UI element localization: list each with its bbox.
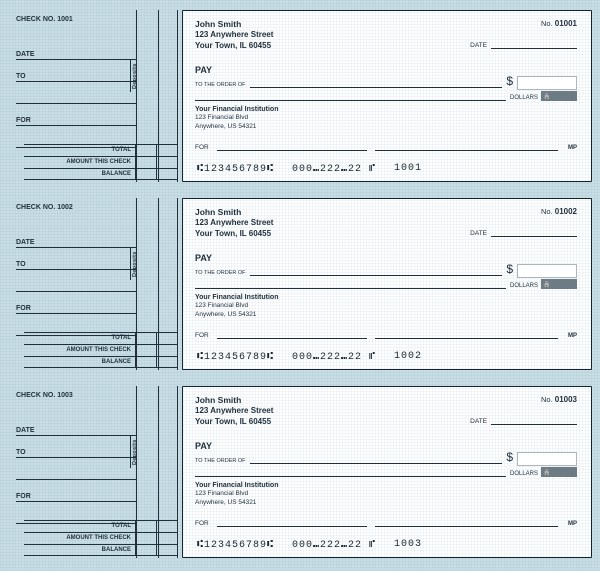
stub-to-line[interactable]: TO (16, 252, 136, 270)
dollar-sign: $ (502, 262, 517, 276)
stub-to-line[interactable]: TO (16, 64, 136, 82)
stub-to-line-2[interactable] (16, 274, 136, 292)
stub-totals: TOTAL AMOUNT THIS CHECK BALANCE (24, 520, 178, 556)
check-stub: CHECK NO. 1002 Deposits DATE TO FOR TOTA… (6, 198, 182, 370)
check-row: CHECK NO. 1001 Deposits DATE TO FOR TOTA… (6, 10, 592, 182)
dollars-label: DOLLARS (506, 283, 541, 289)
mp-label: MP (568, 521, 577, 527)
stub-date-line[interactable]: DATE (16, 418, 136, 436)
check-stub: CHECK NO. 1001 Deposits DATE TO FOR TOTA… (6, 10, 182, 182)
amount-words-field[interactable] (195, 92, 506, 101)
check-number: No. 01001 (541, 19, 577, 28)
dollar-sign: $ (502, 74, 517, 88)
check-body: John Smith 123 Anywhere Street Your Town… (182, 386, 592, 558)
micr-line: ⑆123456789⑆ 000⑉222⑉22 ⑈ 1002 (197, 351, 577, 363)
amount-box[interactable] (517, 76, 577, 90)
amount-box[interactable] (517, 264, 577, 278)
stub-to-line-2[interactable] (16, 86, 136, 104)
stub-check-number: CHECK NO. 1003 (16, 392, 73, 399)
check-number: No. 01003 (541, 395, 577, 404)
stub-date-line[interactable]: DATE (16, 230, 136, 248)
micr-line: ⑆123456789⑆ 000⑉222⑉22 ⑈ 1001 (197, 163, 577, 175)
amount-words-field[interactable] (195, 468, 506, 477)
check-number: No. 01002 (541, 207, 577, 216)
check-stub: CHECK NO. 1003 Deposits DATE TO FOR TOTA… (6, 386, 182, 558)
stub-check-number: CHECK NO. 1001 (16, 16, 73, 23)
payee-field[interactable] (250, 267, 503, 276)
stub-to-line[interactable]: TO (16, 440, 136, 458)
order-of-label: TO THE ORDER OF (195, 270, 250, 276)
memo-field[interactable] (217, 331, 367, 339)
stub-for-line[interactable]: FOR (16, 296, 136, 314)
check-date[interactable]: DATE (470, 41, 577, 49)
security-icon (541, 279, 577, 289)
check-date[interactable]: DATE (470, 229, 577, 237)
dollars-label: DOLLARS (506, 95, 541, 101)
order-of-label: TO THE ORDER OF (195, 458, 250, 464)
dollar-sign: $ (502, 450, 517, 464)
signature-field[interactable] (375, 143, 558, 151)
memo-label: FOR (195, 144, 209, 151)
signature-field[interactable] (375, 519, 558, 527)
payee-field[interactable] (250, 455, 503, 464)
memo-label: FOR (195, 332, 209, 339)
stub-totals: TOTAL AMOUNT THIS CHECK BALANCE (24, 332, 178, 368)
check-date[interactable]: DATE (470, 417, 577, 425)
memo-field[interactable] (217, 143, 367, 151)
stub-for-line[interactable]: FOR (16, 108, 136, 126)
amount-words-field[interactable] (195, 280, 506, 289)
payee-field[interactable] (250, 79, 503, 88)
bank-block: Your Financial Institution 123 Financial… (195, 293, 278, 320)
bank-block: Your Financial Institution 123 Financial… (195, 481, 278, 508)
stub-totals: TOTAL AMOUNT THIS CHECK BALANCE (24, 144, 178, 180)
memo-label: FOR (195, 520, 209, 527)
stub-to-line-2[interactable] (16, 462, 136, 480)
order-of-label: TO THE ORDER OF (195, 82, 250, 88)
mp-label: MP (568, 333, 577, 339)
stub-for-line[interactable]: FOR (16, 484, 136, 502)
micr-line: ⑆123456789⑆ 000⑉222⑉22 ⑈ 1003 (197, 539, 577, 551)
check-row: CHECK NO. 1002 Deposits DATE TO FOR TOTA… (6, 198, 592, 370)
mp-label: MP (568, 145, 577, 151)
dollars-label: DOLLARS (506, 471, 541, 477)
security-icon (541, 91, 577, 101)
stub-date-line[interactable]: DATE (16, 42, 136, 60)
check-body: John Smith 123 Anywhere Street Your Town… (182, 10, 592, 182)
amount-box[interactable] (517, 452, 577, 466)
signature-field[interactable] (375, 331, 558, 339)
bank-block: Your Financial Institution 123 Financial… (195, 105, 278, 132)
check-row: CHECK NO. 1003 Deposits DATE TO FOR TOTA… (6, 386, 592, 558)
memo-field[interactable] (217, 519, 367, 527)
security-icon (541, 467, 577, 477)
check-body: John Smith 123 Anywhere Street Your Town… (182, 198, 592, 370)
stub-check-number: CHECK NO. 1002 (16, 204, 73, 211)
